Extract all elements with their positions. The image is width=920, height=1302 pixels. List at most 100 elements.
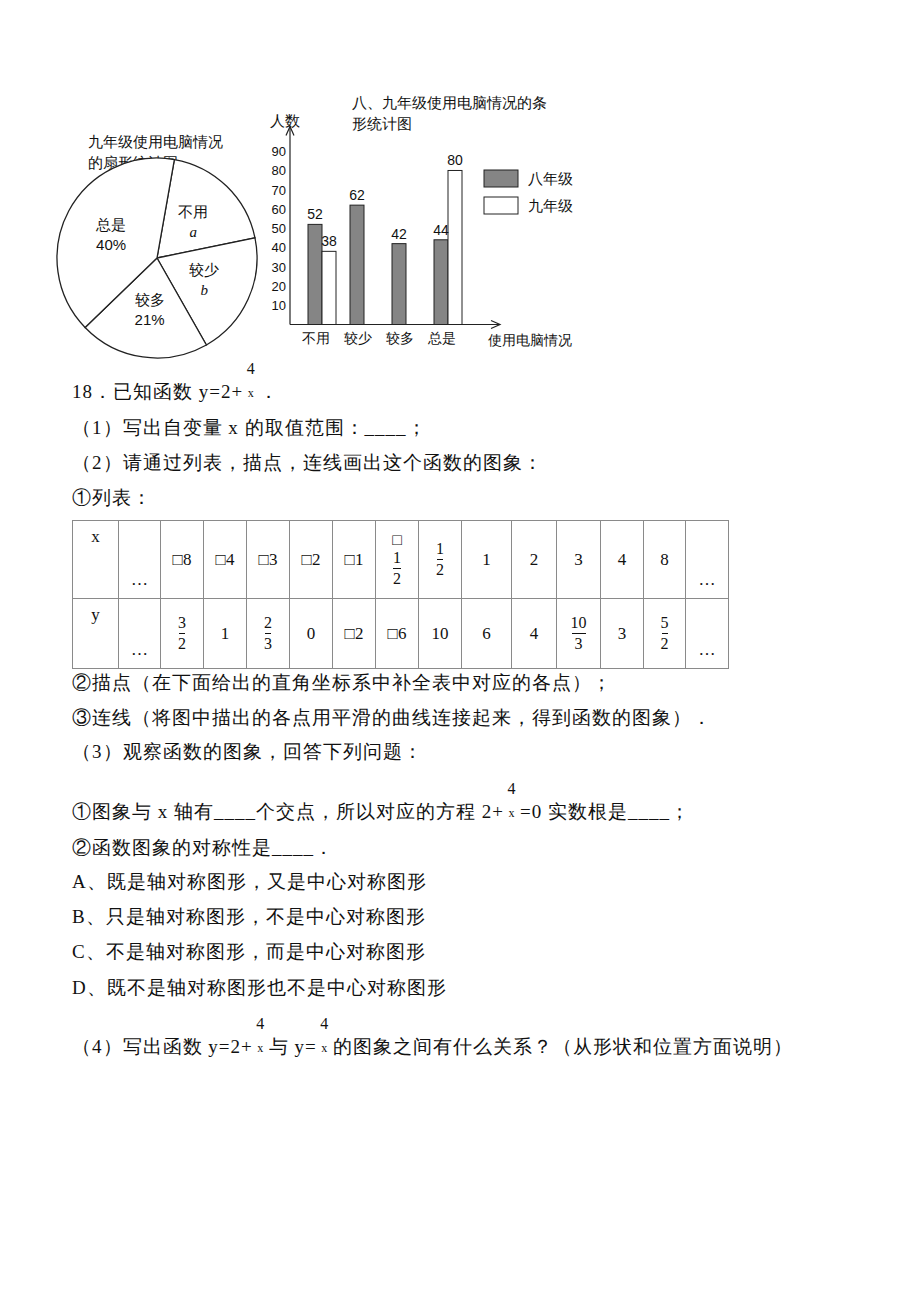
chart-title: 形统计图	[352, 115, 412, 132]
cell-text: 10	[432, 624, 449, 643]
x-axis-label: 使用电脑情况	[488, 332, 572, 348]
y-tick-label: 20	[272, 279, 286, 294]
slice-value: a	[190, 224, 198, 240]
cell-text: 3	[618, 624, 627, 643]
table-cell: 0	[290, 599, 333, 669]
data-label: 52	[307, 206, 323, 222]
slice-category: 总是	[95, 216, 126, 233]
cell-text: …	[699, 640, 716, 659]
denominator: x	[253, 1041, 269, 1055]
cell-text: …	[131, 570, 148, 589]
fraction-bar	[265, 633, 271, 634]
bars	[308, 170, 462, 324]
cell-text: 8	[660, 550, 669, 569]
fraction: 4x	[504, 800, 520, 824]
fraction: 4x	[317, 1035, 333, 1059]
cell-text: □1	[345, 550, 364, 569]
cell-fraction: 12	[436, 540, 444, 579]
text-segment: （1）写出自变量 x 的取值范围：____；	[72, 417, 427, 438]
text-segment: ③连线（将图中描出的各点用平滑的曲线连接起来，得到函数的图象）．	[72, 707, 712, 728]
cell-fraction: 23	[264, 614, 272, 653]
text-segment: C、不是轴对称图形，而是中心对称图形	[72, 941, 426, 962]
text-segment: D、既不是轴对称图形也不是中心对称图形	[72, 977, 447, 998]
table-cell: 32	[161, 599, 204, 669]
text-line: C、不是轴对称图形，而是中心对称图形	[72, 940, 426, 964]
table-cell: 23	[247, 599, 290, 669]
table-cell: □1	[333, 521, 376, 599]
slice-value: 40%	[96, 236, 126, 253]
y-axis-arrow	[286, 127, 294, 136]
bar	[322, 251, 336, 324]
data-label: 62	[349, 187, 365, 203]
text-segment: （4）写出函数 y=2+	[72, 1036, 253, 1057]
column	[204, 521, 247, 669]
y-tick-label: 30	[272, 260, 286, 275]
table-cell: …	[686, 599, 729, 669]
fraction-numerator: 10	[571, 614, 587, 632]
legend-swatch	[484, 197, 518, 214]
cell-fraction: 103	[571, 614, 587, 653]
legend-label: 九年级	[528, 197, 573, 214]
bar-chart: 八、九年级使用电脑情况的条形统计图人数使用电脑情况102030405060708…	[270, 94, 573, 348]
table-cell: 4	[512, 599, 557, 669]
table-body: x…□8□4□3□2□1□121212348…y…321230□2□610641…	[73, 521, 729, 669]
y-axis-label: 人数	[270, 112, 300, 129]
text-line: ①列表：	[72, 486, 152, 510]
table-cell: □2	[290, 521, 333, 599]
charts-area: 九年级使用电脑情况的扇形统计图不用a较少b较多21%总是40%八、九年级使用电脑…	[0, 0, 920, 360]
cell-fraction: 32	[178, 614, 186, 653]
pie-chart: 九年级使用电脑情况的扇形统计图不用a较少b较多21%总是40%	[57, 133, 257, 358]
fraction-bar	[179, 633, 185, 634]
text-segment: ②函数图象的对称性是____．	[72, 837, 334, 858]
bar	[392, 244, 406, 325]
x-axis-arrow	[491, 321, 500, 329]
slice-value: 21%	[135, 311, 165, 328]
data-label: 80	[447, 152, 463, 168]
fraction: 4x	[243, 380, 259, 404]
text-line: （1）写出自变量 x 的取值范围：____；	[72, 416, 427, 440]
table-cell: y	[73, 599, 119, 669]
chart-title: 九年级使用电脑情况	[88, 133, 223, 150]
text-segment: （2）请通过列表，描点，连线画出这个函数的图象：	[72, 452, 543, 473]
cell-text: 4	[618, 550, 627, 569]
text-segment: 的图象之间有什么关系？（从形状和位置方面说明）	[333, 1036, 793, 1057]
fraction-denominator: 3	[571, 635, 587, 653]
cell-text: □2	[302, 550, 321, 569]
fraction-numerator: 1	[392, 549, 402, 567]
bar	[448, 170, 462, 324]
fraction-numerator: 3	[178, 614, 186, 632]
table-cell: 10	[419, 599, 462, 669]
y-tick-label: 90	[272, 144, 286, 159]
fraction-denominator: 2	[661, 635, 669, 653]
table-cell: 2	[512, 521, 557, 599]
text-line: （2）请通过列表，描点，连线画出这个函数的图象：	[72, 451, 543, 475]
table-cell: …	[119, 599, 161, 669]
cell-text: 3	[574, 550, 583, 569]
cell-text: x	[91, 527, 100, 546]
column	[333, 521, 376, 669]
y-tick-label: 70	[272, 183, 286, 198]
cell-text: 6	[482, 624, 491, 643]
table-cell: x	[73, 521, 119, 599]
numerator: 4	[317, 1015, 333, 1033]
column	[290, 521, 333, 669]
text-line: （4）写出函数 y=2+4x与 y=4x的图象之间有什么关系？（从形状和位置方面…	[72, 1035, 793, 1059]
fraction-denominator: 3	[264, 635, 272, 653]
column	[462, 521, 512, 669]
fraction-denominator: 2	[392, 570, 402, 588]
table-row: x…□8□4□3□2□1□121212348…	[73, 521, 729, 599]
legend-label: 八年级	[528, 170, 573, 187]
table-cell: 3	[557, 521, 601, 599]
slice-value: b	[201, 282, 209, 298]
cell-text: □2	[345, 624, 364, 643]
table-cell: 6	[462, 599, 512, 669]
denominator: x	[504, 806, 520, 820]
cell-text: …	[699, 570, 716, 589]
text-segment: =0 实数根是____；	[520, 801, 690, 822]
y-tick-label: 50	[272, 221, 286, 236]
text-segment: 18．已知函数 y=2+	[72, 381, 243, 402]
y-axis	[289, 128, 290, 325]
text-segment: B、只是轴对称图形，不是中心对称图形	[72, 906, 426, 927]
cell-text: □4	[216, 550, 235, 569]
text-segment: 与 y=	[269, 1036, 317, 1057]
